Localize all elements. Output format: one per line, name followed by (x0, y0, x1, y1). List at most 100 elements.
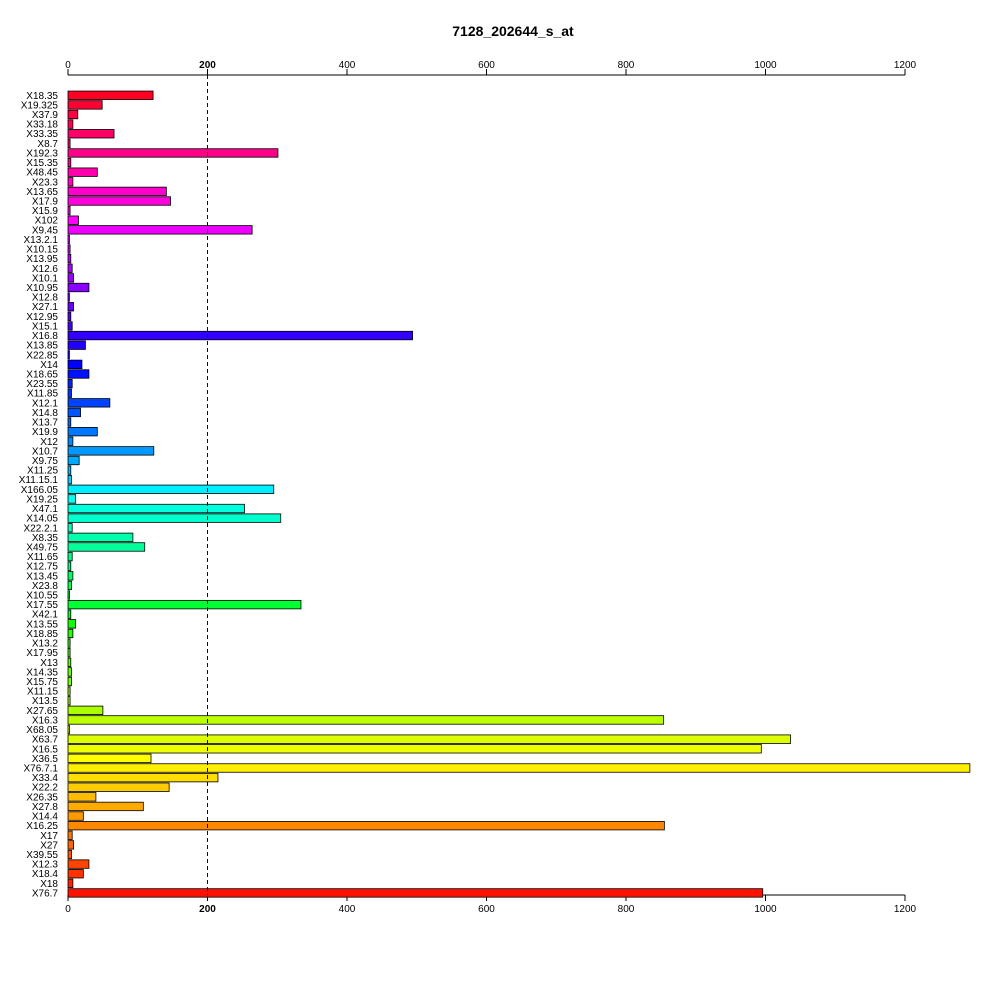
bar-X18.85 (67, 628, 74, 639)
bar-X13.2.1 (67, 234, 70, 245)
bar-X10.7 (67, 446, 155, 456)
top-tick-label: 1200 (894, 60, 917, 71)
category-label: X36.5 (32, 754, 59, 765)
category-label: X23.3 (32, 177, 59, 188)
bar-X14 (67, 359, 83, 370)
category-label: X37.9 (32, 110, 59, 121)
bar-X15.1 (67, 321, 73, 331)
bar-X9.75 (67, 455, 80, 466)
category-label: X14.05 (26, 514, 58, 525)
category-label: X33.4 (32, 773, 59, 784)
bottom-tick-label: 600 (478, 904, 495, 915)
bar-X22.2 (67, 782, 170, 792)
bar-X48.45 (67, 167, 98, 177)
category-label: X9.75 (32, 456, 59, 467)
category-label: X23.8 (32, 581, 59, 592)
bar-X18.35 (67, 90, 154, 100)
category-label: X12.1 (32, 398, 59, 409)
category-label: X19.25 (26, 494, 58, 505)
category-label: X14.8 (32, 408, 59, 419)
bar-X33.18 (67, 119, 74, 129)
bar-X12 (67, 436, 74, 446)
bar-X10.15 (67, 244, 71, 254)
bar-X13.45 (67, 571, 74, 581)
bar-X14.4 (67, 811, 84, 821)
bar-X17.55 (67, 599, 302, 610)
bar-X27.65 (67, 705, 104, 715)
category-label: X17 (40, 831, 58, 842)
bar-X42.1 (67, 609, 72, 619)
category-label: X15.75 (26, 677, 58, 688)
category-label: X13.95 (26, 254, 58, 265)
bar-X10.55 (67, 590, 70, 600)
category-label: X11.85 (27, 389, 58, 400)
category-label: X22.2 (32, 783, 59, 794)
category-label: X22.85 (26, 350, 58, 361)
bar-X49.75 (67, 542, 146, 552)
bar-X9.45 (67, 225, 253, 235)
category-label: X16.3 (32, 715, 59, 726)
bar-X13.55 (67, 619, 77, 629)
top-axis: 0 200 400 600 800 1000 1200 (65, 60, 917, 76)
category-label: X11.15 (27, 687, 58, 698)
bar-X19.9 (67, 426, 98, 437)
bar-X16.8 (67, 330, 413, 341)
top-tick-label: 800 (618, 60, 635, 71)
bar-X15.35 (67, 157, 72, 168)
category-label: X48.45 (26, 168, 58, 179)
category-labels: X18.35X19.325X37.9X33.18X33.35X8.7X192.3… (19, 91, 59, 900)
bar-X76.7 (67, 888, 764, 898)
category-label: X13.55 (26, 619, 58, 630)
category-label: X14.35 (26, 667, 58, 678)
top-tick-label: 600 (478, 60, 495, 71)
category-label: X15.9 (32, 206, 59, 217)
bar-X13.85 (67, 340, 86, 350)
bar-X16.25 (67, 821, 665, 831)
category-label: X11.15.1 (19, 475, 59, 486)
category-label: X17.55 (26, 600, 58, 611)
bar-X39.55 (67, 849, 72, 860)
bar-X17.9 (67, 196, 171, 206)
top-tick-label: 400 (339, 60, 356, 71)
category-label: X10.95 (26, 283, 58, 294)
category-label: X13 (40, 658, 58, 669)
category-label: X102 (35, 216, 59, 227)
bar-X33.4 (67, 772, 219, 783)
bar-X27.8 (67, 801, 144, 812)
bar-X47.1 (67, 503, 245, 514)
bottom-axis: 0 200 400 600 800 1000 1200 (65, 894, 917, 915)
bar-X17 (67, 830, 73, 840)
bar-X18 (67, 878, 74, 888)
bar-X76.7.1 (67, 763, 971, 773)
category-label: X12.75 (26, 562, 58, 573)
category-label: X15.1 (32, 321, 59, 332)
category-label: X26.35 (26, 792, 58, 803)
bar-X13.7 (67, 417, 72, 427)
bar-X14.35 (67, 667, 72, 677)
category-label: X13.5 (32, 696, 59, 707)
bar-X13.2 (67, 638, 71, 648)
category-label: X13.65 (26, 187, 58, 198)
bar-X23.3 (67, 177, 74, 187)
bar-X12.6 (67, 263, 73, 273)
bar-X18.4 (67, 869, 84, 879)
top-tick-label: 1000 (754, 60, 777, 71)
category-label: X68.05 (26, 725, 58, 736)
bar-X27 (67, 840, 74, 850)
category-label: X33.18 (26, 120, 58, 131)
bar-X8.35 (67, 532, 134, 543)
category-label: X39.55 (26, 850, 58, 861)
category-label: X10.7 (32, 446, 59, 457)
bar-X19.25 (67, 494, 77, 504)
bar-X27.1 (67, 302, 74, 312)
category-label: X27.1 (32, 302, 59, 313)
bar-X12.75 (67, 561, 72, 571)
bar-X15.9 (67, 205, 71, 216)
bar-X17.95 (67, 648, 71, 658)
category-label: X8.7 (37, 139, 58, 150)
category-label: X18.35 (26, 91, 58, 102)
category-label: X12.6 (32, 264, 59, 275)
category-label: X27.65 (26, 706, 58, 717)
bar-X13.95 (67, 254, 72, 264)
